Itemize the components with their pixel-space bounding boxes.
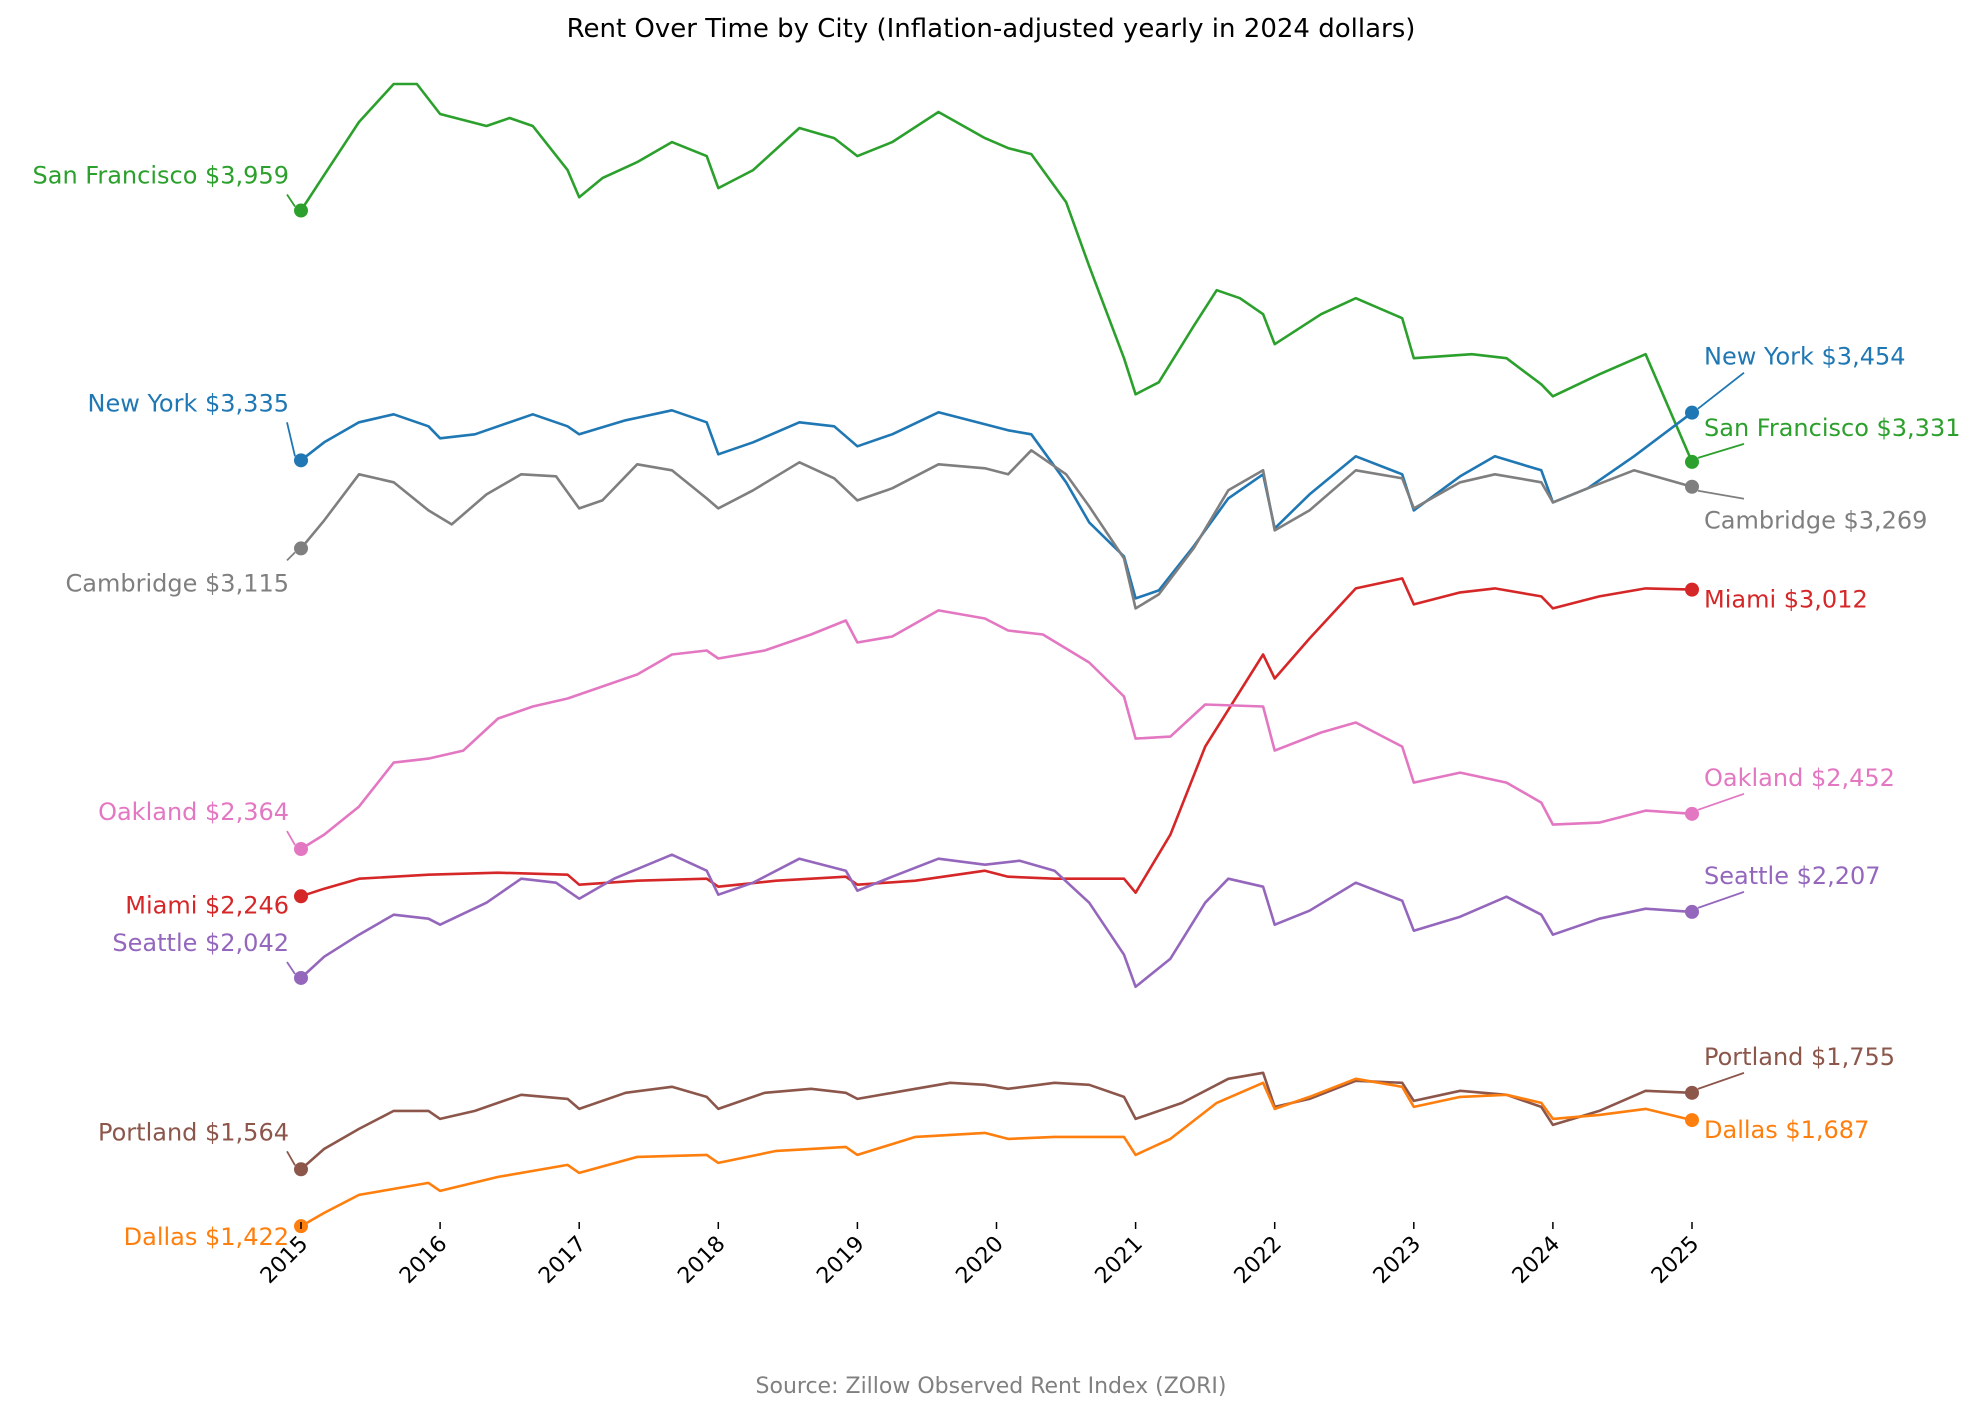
source-note: Source: Zillow Observed Rent Index (ZORI… — [756, 1374, 1227, 1399]
series-line-oakland — [300, 609, 1693, 851]
x-axis: 2015 2016 2017 2018 2019 2020 2021 2022 2023 2024… — [256, 1222, 1704, 1289]
end-label-cambridge: Cambridge $3,269 — [1704, 507, 1927, 535]
end-label-layer: San Francisco $3,959 San Francisco $3,331… — [33, 162, 1961, 1252]
x-tick-label-2017: 2017 — [534, 1232, 591, 1289]
start-point-miami — [294, 889, 308, 904]
x-tick-label-2016: 2016 — [395, 1232, 452, 1289]
start-leader-oakland — [286, 830, 296, 846]
start-point-seattle — [294, 970, 308, 985]
end-leader-oakland — [1697, 792, 1745, 811]
series-line-cambridge — [299, 449, 1693, 610]
start-leader-new-york — [286, 422, 296, 457]
start-leader-seattle — [286, 961, 296, 975]
end-leader-new-york — [1697, 371, 1745, 410]
start-label-san-francisco: San Francisco $3,959 — [33, 162, 289, 190]
start-label-dallas: Dallas $1,422 — [124, 1223, 289, 1251]
start-label-cambridge: Cambridge $3,115 — [66, 569, 289, 597]
end-leader-portland — [1697, 1071, 1745, 1090]
start-leader-san-francisco — [286, 194, 296, 208]
end-label-dallas: Dallas $1,687 — [1704, 1116, 1869, 1144]
x-tick-label-2020: 2020 — [951, 1232, 1008, 1289]
series-line-seattle — [300, 853, 1693, 989]
end-leader-cambridge — [1697, 489, 1745, 500]
start-point-san-francisco — [294, 203, 308, 218]
start-point-new-york — [294, 453, 308, 468]
start-label-new-york: New York $3,335 — [87, 389, 289, 417]
start-label-seattle: Seattle $2,042 — [112, 929, 289, 957]
x-tick-label-2021: 2021 — [1091, 1232, 1148, 1289]
x-tick-label-2022: 2022 — [1230, 1232, 1287, 1289]
start-label-oakland: Oakland $2,364 — [98, 798, 289, 826]
end-label-new-york: New York $3,454 — [1704, 343, 1906, 371]
x-tick-label-2023: 2023 — [1369, 1232, 1426, 1289]
end-label-portland: Portland $1,755 — [1704, 1043, 1895, 1071]
x-tick-label-2025: 2025 — [1647, 1232, 1704, 1289]
series-line-dallas — [300, 1077, 1693, 1228]
start-point-portland — [294, 1162, 308, 1177]
chart-title: Rent Over Time by City (Inflation-adjust… — [567, 14, 1416, 44]
end-point-san-francisco — [1685, 454, 1699, 469]
end-label-oakland: Oakland $2,452 — [1704, 764, 1895, 792]
start-leader-portland — [286, 1150, 296, 1166]
series-line-miami — [300, 577, 1693, 898]
x-tick-label-2019: 2019 — [812, 1232, 869, 1289]
end-label-seattle: Seattle $2,207 — [1704, 862, 1881, 890]
end-point-oakland — [1685, 806, 1699, 821]
end-point-cambridge — [1685, 479, 1699, 494]
series-layer — [294, 82, 1699, 1234]
start-label-miami: Miami $2,246 — [125, 891, 289, 919]
start-leader-cambridge — [286, 551, 296, 562]
x-tick-label-2024: 2024 — [1508, 1232, 1565, 1289]
start-point-oakland — [294, 842, 308, 857]
end-point-miami — [1685, 582, 1699, 597]
series-line-portland — [300, 1071, 1693, 1171]
start-point-cambridge — [294, 541, 308, 556]
end-leader-san-francisco — [1697, 443, 1745, 459]
x-tick-label-2018: 2018 — [673, 1232, 730, 1289]
end-leader-seattle — [1697, 891, 1745, 909]
end-label-san-francisco: San Francisco $3,331 — [1704, 414, 1960, 442]
series-line-new-york — [300, 409, 1693, 600]
end-point-portland — [1685, 1085, 1699, 1100]
series-line-san-francisco — [299, 82, 1694, 463]
start-label-portland: Portland $1,564 — [98, 1118, 289, 1146]
end-label-miami: Miami $3,012 — [1704, 586, 1868, 614]
end-point-new-york — [1685, 405, 1699, 420]
end-point-seattle — [1685, 904, 1699, 919]
end-point-dallas — [1685, 1113, 1699, 1128]
